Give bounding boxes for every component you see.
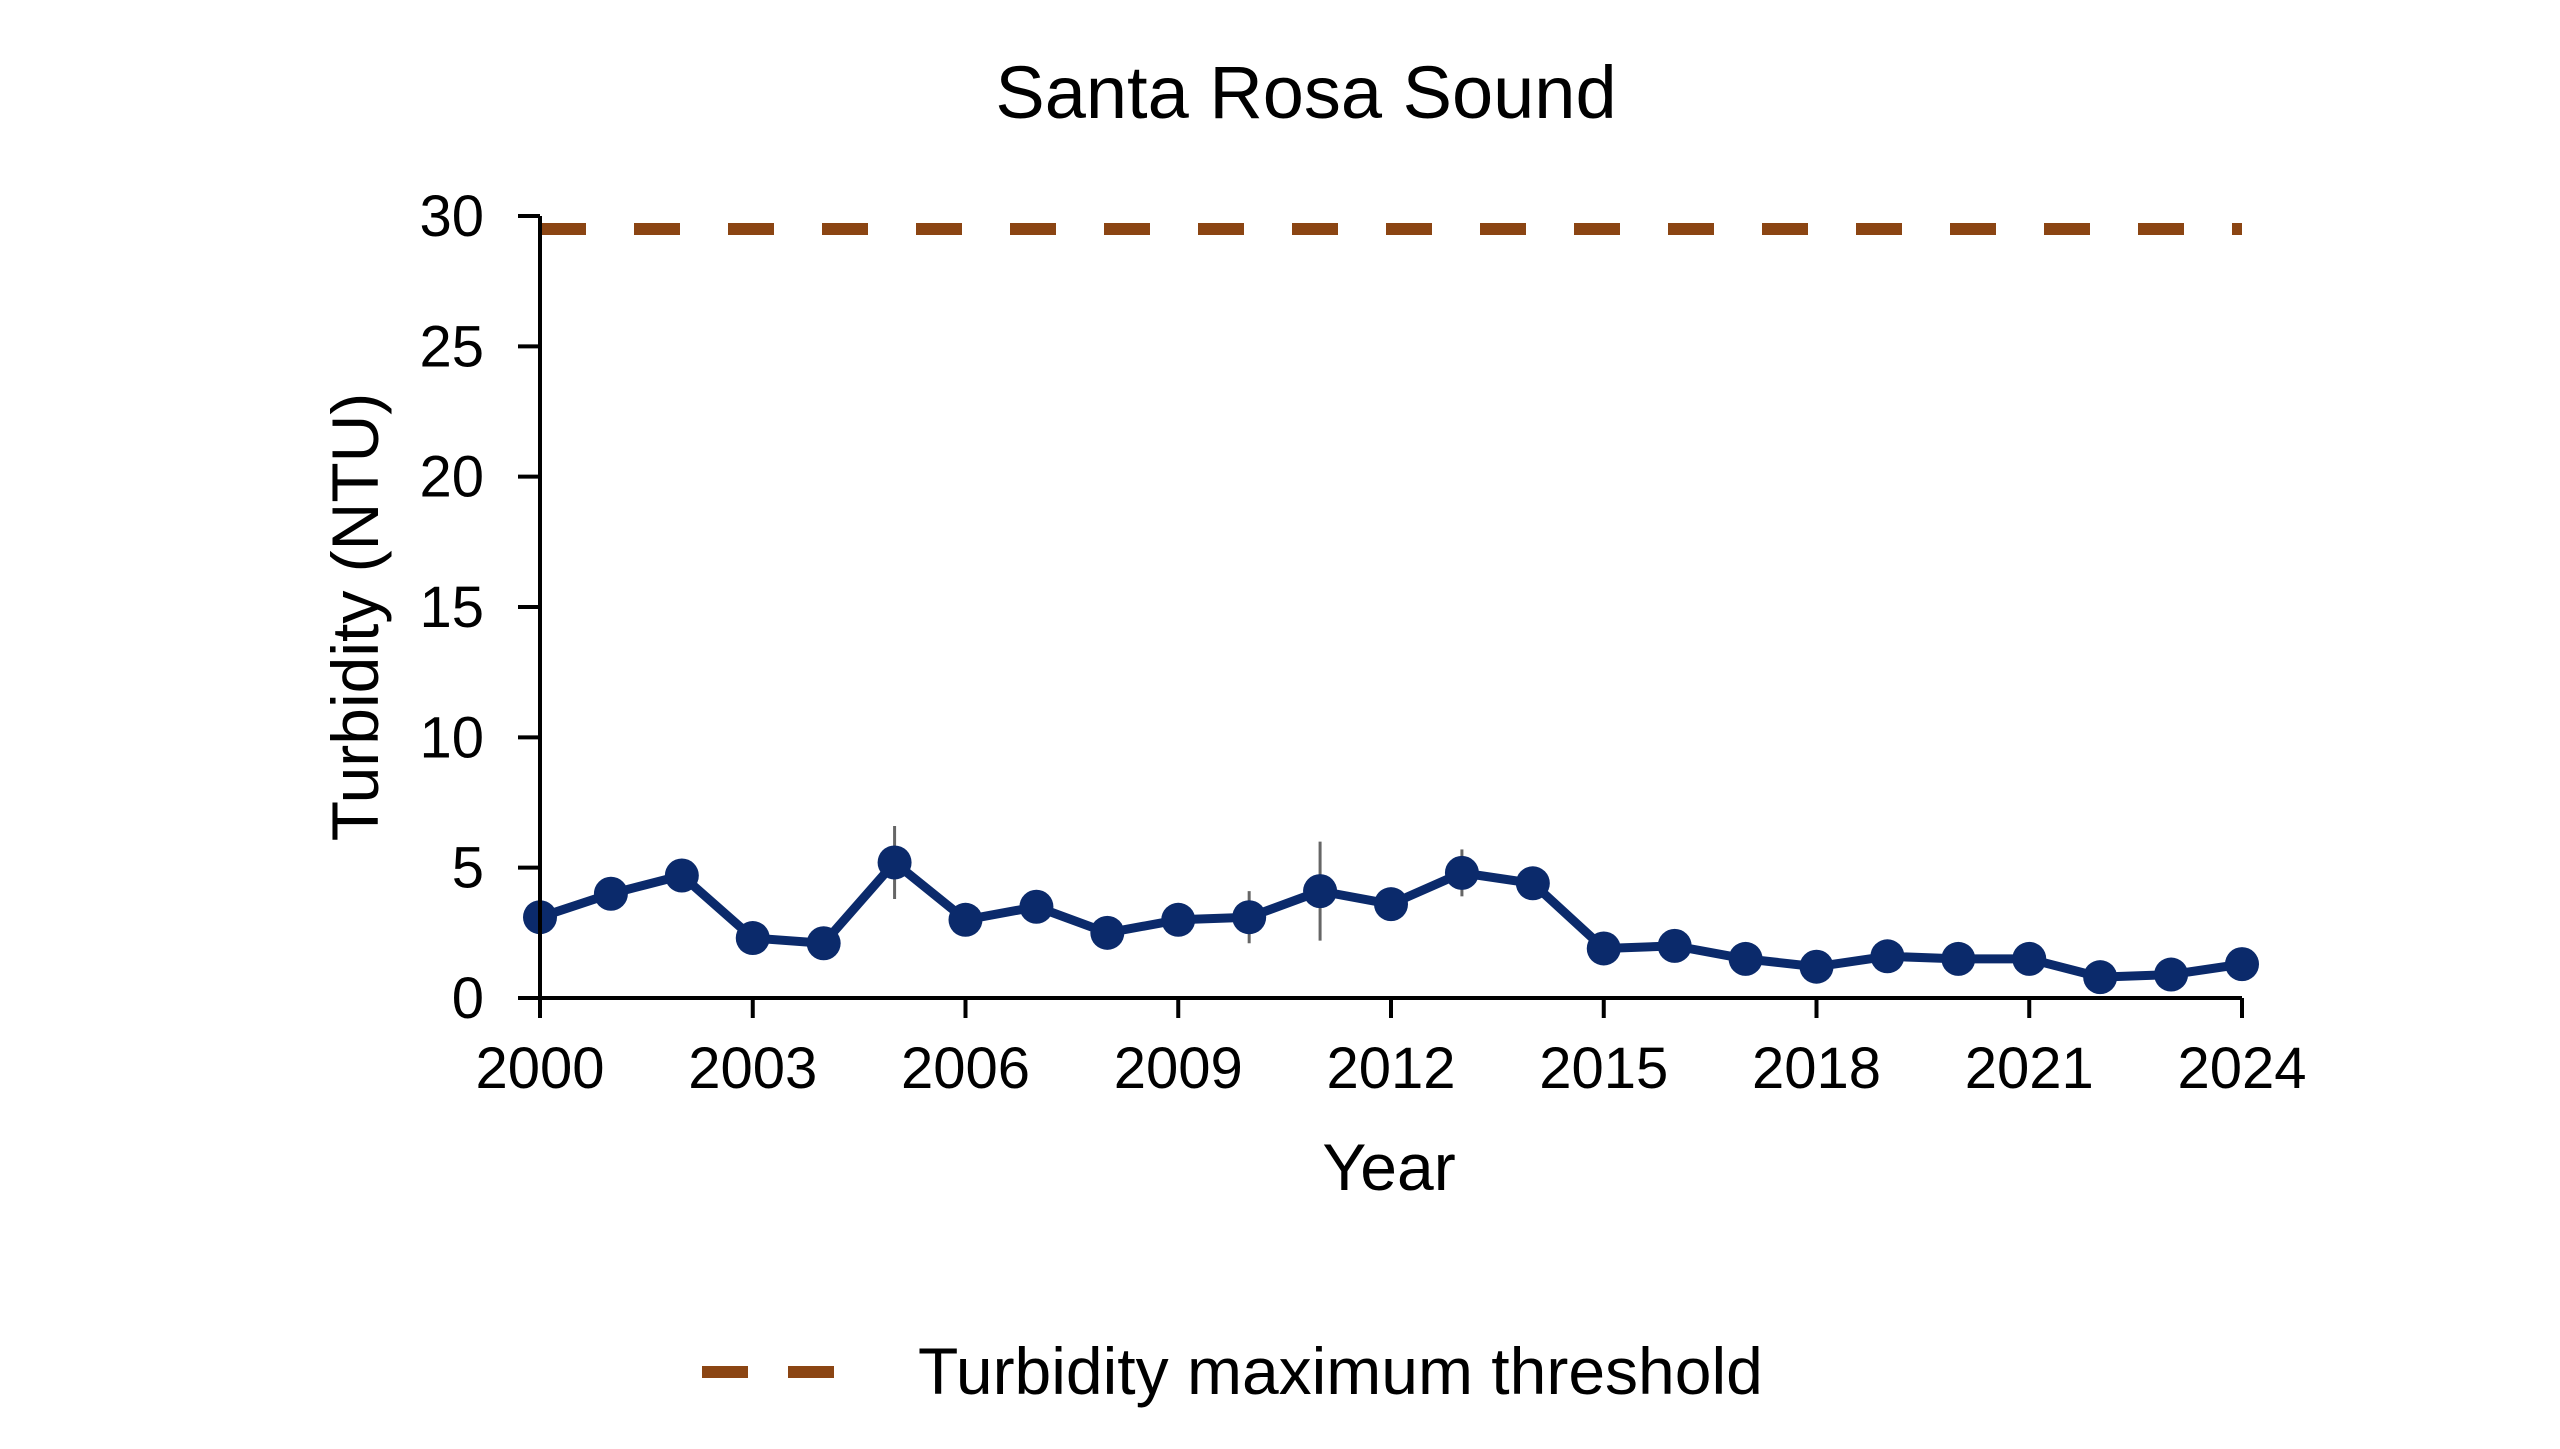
data-point — [593, 876, 628, 911]
y-tick-label: 25 — [419, 314, 484, 379]
data-point — [806, 926, 841, 961]
y-ticks: 0 5 10 15 20 25 30 — [419, 184, 540, 1031]
legend-threshold-label: Turbidity maximum threshold — [918, 1334, 1763, 1408]
x-tick-label: 2018 — [1752, 1036, 1881, 1101]
axes — [538, 216, 2242, 1000]
data-point — [2012, 941, 2047, 976]
x-tick-label: 2006 — [901, 1036, 1030, 1101]
data-point — [1019, 889, 1054, 924]
data-point — [1515, 866, 1550, 901]
data-point — [1161, 902, 1196, 937]
x-tick-label: 2015 — [1539, 1036, 1668, 1101]
y-tick-label: 15 — [419, 575, 484, 640]
data-point — [1941, 941, 1976, 976]
data-point — [1799, 949, 1834, 984]
y-tick-label: 20 — [419, 445, 484, 510]
data-point — [948, 902, 983, 937]
data-point — [1090, 915, 1125, 950]
data-point — [1232, 900, 1267, 935]
x-tick-label: 2000 — [475, 1036, 604, 1101]
data-point — [2154, 957, 2189, 992]
data-point — [1728, 941, 1763, 976]
y-tick-label: 30 — [419, 184, 484, 249]
data-point — [2225, 947, 2259, 982]
legend: Turbidity maximum threshold — [702, 1334, 1763, 1408]
data-point — [1374, 887, 1408, 922]
y-tick-label: 0 — [452, 966, 484, 1031]
x-tick-label: 2009 — [1114, 1036, 1243, 1101]
y-tick-label: 10 — [419, 705, 484, 770]
data-point — [1870, 939, 1905, 974]
series-layer — [523, 845, 2259, 995]
y-tick-label: 5 — [452, 836, 484, 901]
x-ticks: 2000 2003 2006 2009 2012 2015 2018 2021 2024 — [475, 998, 2307, 1101]
data-point — [2083, 960, 2118, 995]
x-tick-label: 2021 — [1965, 1036, 2094, 1101]
x-tick-label: 2012 — [1326, 1036, 1455, 1101]
data-point — [664, 858, 699, 893]
x-tick-label: 2003 — [688, 1036, 817, 1101]
data-point — [1586, 931, 1621, 966]
data-point — [735, 921, 770, 956]
y-axis-title: Turbidity (NTU) — [318, 393, 392, 842]
chart-title: Santa Rosa Sound — [995, 51, 1616, 134]
data-point — [877, 845, 912, 880]
data-point — [1657, 928, 1692, 963]
x-tick-label: 2024 — [2177, 1036, 2306, 1101]
x-axis-title: Year — [1322, 1130, 1455, 1204]
data-point — [1303, 874, 1338, 909]
data-point — [1444, 855, 1479, 890]
